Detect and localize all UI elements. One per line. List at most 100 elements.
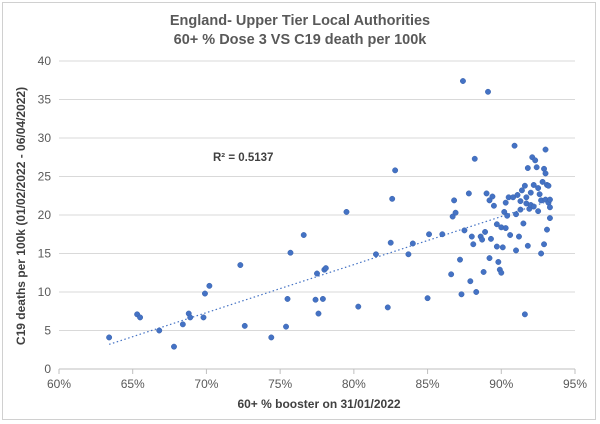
x-tick-label: 80% — [342, 377, 366, 391]
data-point — [457, 256, 463, 263]
data-point — [439, 231, 446, 238]
data-point — [241, 322, 248, 329]
data-point — [319, 295, 326, 302]
data-point — [511, 142, 518, 149]
data-point — [373, 251, 379, 258]
data-point — [179, 321, 186, 328]
data-point — [473, 289, 480, 295]
data-point — [535, 185, 542, 192]
data-point — [524, 242, 531, 249]
data-point — [513, 211, 519, 218]
data-point — [517, 206, 524, 213]
data-point — [200, 314, 207, 321]
data-point — [535, 208, 542, 215]
data-point — [137, 314, 144, 321]
data-point — [490, 202, 497, 209]
r-squared-annotation: R² = 0.5137 — [213, 152, 273, 164]
data-point — [156, 327, 163, 334]
trendline-group — [108, 200, 549, 345]
data-point — [392, 167, 399, 174]
data-point — [504, 212, 511, 219]
data-point — [284, 295, 291, 302]
y-tick-label: 15 — [38, 247, 52, 261]
y-axis-title: C19 deaths per 100k (01/02/2022 - 06/04/… — [14, 87, 28, 345]
data-point — [449, 213, 456, 220]
data-point — [523, 194, 530, 201]
y-tick-label: 25 — [38, 170, 52, 184]
data-point — [322, 265, 329, 272]
axes — [58, 368, 576, 374]
data-point — [384, 304, 391, 311]
data-point — [521, 311, 528, 318]
data-point — [538, 250, 545, 257]
data-point — [485, 88, 491, 95]
data-point — [546, 204, 553, 211]
data-point — [541, 241, 547, 248]
data-point — [502, 225, 509, 232]
data-point — [524, 165, 531, 171]
data-point — [520, 220, 527, 227]
y-tick-label: 5 — [44, 324, 51, 338]
y-axis-ticks: 0 5 10 15 20 25 30 35 40 — [38, 54, 52, 376]
chart-subtitle: 60+ % Dose 3 VS C19 death per 100k — [174, 32, 428, 48]
chart-area: England- Upper Tier Local Authorities 60… — [2, 2, 596, 420]
data-point — [532, 157, 539, 164]
data-point — [530, 182, 537, 188]
data-point — [517, 198, 524, 205]
data-point — [471, 155, 478, 162]
data-point — [493, 221, 500, 228]
trendline — [108, 200, 549, 345]
data-point — [536, 191, 543, 198]
data-point — [479, 236, 486, 243]
data-point — [268, 334, 275, 341]
data-point — [489, 193, 496, 200]
data-point — [283, 323, 289, 330]
data-point — [314, 270, 320, 277]
data-point — [513, 247, 519, 254]
data-point — [495, 259, 502, 265]
chart-title: England- Upper Tier Local Authorities — [170, 13, 430, 29]
data-point — [539, 178, 546, 185]
data-point — [518, 187, 525, 194]
data-point — [426, 231, 432, 238]
data-point — [343, 208, 350, 215]
data-point — [468, 233, 475, 240]
data-point — [533, 164, 540, 171]
data-point — [237, 262, 244, 268]
data-point — [530, 203, 537, 210]
data-point — [470, 241, 477, 248]
scatter-chart: England- Upper Tier Local Authorities 60… — [14, 13, 587, 411]
x-tick-label: 60% — [47, 377, 71, 391]
data-point — [409, 240, 416, 247]
data-point — [355, 303, 362, 310]
data-point — [499, 244, 506, 251]
data-point — [486, 197, 493, 204]
y-tick-label: 35 — [38, 93, 52, 107]
x-tick-label: 90% — [489, 377, 513, 391]
data-point — [507, 232, 514, 238]
data-point — [486, 255, 493, 262]
data-point — [516, 233, 522, 240]
data-point — [405, 251, 412, 258]
y-tick-label: 20 — [38, 208, 52, 222]
x-axis-ticks: 60% 65% 70% 75% 80% 85% 90% 95% — [47, 377, 587, 391]
data-point — [467, 278, 474, 285]
data-point — [206, 282, 213, 289]
x-axis-title: 60+ % booster on 31/01/2022 — [237, 397, 400, 411]
data-point — [501, 208, 508, 215]
data-point — [461, 227, 468, 234]
data-point — [389, 195, 396, 202]
data-point — [493, 243, 500, 250]
data-point — [527, 189, 534, 196]
data-point — [171, 343, 177, 350]
data-point — [514, 192, 521, 198]
data-point — [521, 182, 528, 189]
data-point — [448, 271, 455, 278]
data-point — [460, 78, 466, 84]
x-tick-label: 70% — [194, 377, 218, 391]
data-point — [300, 232, 307, 238]
data-point — [488, 235, 494, 242]
data-point — [187, 314, 194, 321]
x-tick-label: 85% — [416, 377, 440, 391]
data-point — [483, 190, 490, 197]
